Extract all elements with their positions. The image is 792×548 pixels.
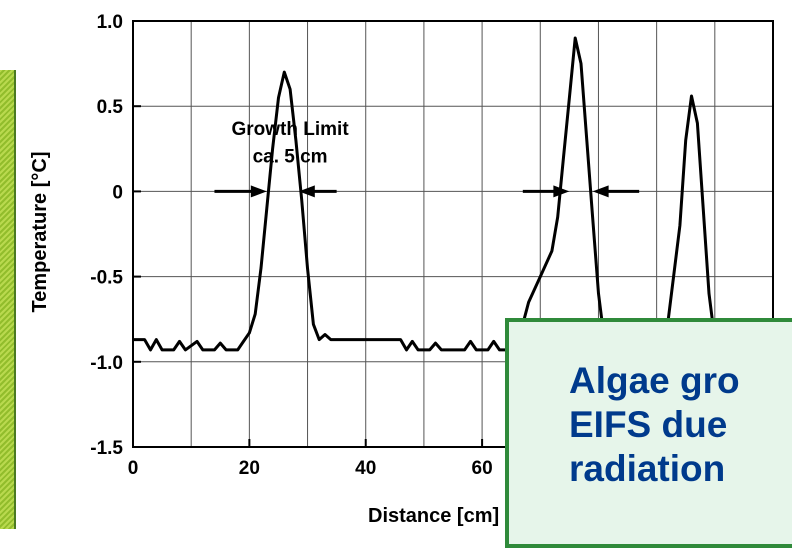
y-axis: 1.0 0.5 0 -0.5 -1.0 -1.5 (90, 12, 141, 459)
callout-line-1: Algae gro (569, 360, 740, 401)
arrow-head (592, 185, 609, 198)
arrow-head (298, 185, 315, 198)
arrow-head (553, 185, 570, 198)
y-tick-label: 0 (112, 182, 123, 203)
callout-line-3: radiation (569, 448, 726, 489)
y-tick-label: -1.5 (90, 438, 123, 459)
growth-limit-arrows (214, 185, 640, 198)
y-tick-label: 0.5 (97, 97, 124, 118)
callout-line-2: EIFS due (569, 404, 728, 445)
x-tick-label: 20 (239, 458, 260, 479)
annotation-distance: ca. 5 cm (253, 146, 328, 167)
y-tick-label: -1.0 (90, 353, 123, 374)
y-axis-title: Temperature [°C] (29, 152, 51, 313)
y-tick-label: 1.0 (97, 12, 123, 33)
x-tick-label: 60 (472, 458, 493, 479)
arrow-head (250, 185, 267, 198)
callout-box: Algae gro EIFS due radiation (505, 318, 792, 548)
plot-frame (132, 20, 774, 448)
slide-background-strip-left (0, 70, 16, 529)
x-axis-title: Distance [cm] (368, 505, 499, 527)
annotation-growth-limit: Growth Limit (232, 119, 350, 140)
x-tick-label: 40 (355, 458, 376, 479)
x-tick-label: 0 (128, 458, 139, 479)
y-tick-label: -0.5 (90, 268, 123, 289)
